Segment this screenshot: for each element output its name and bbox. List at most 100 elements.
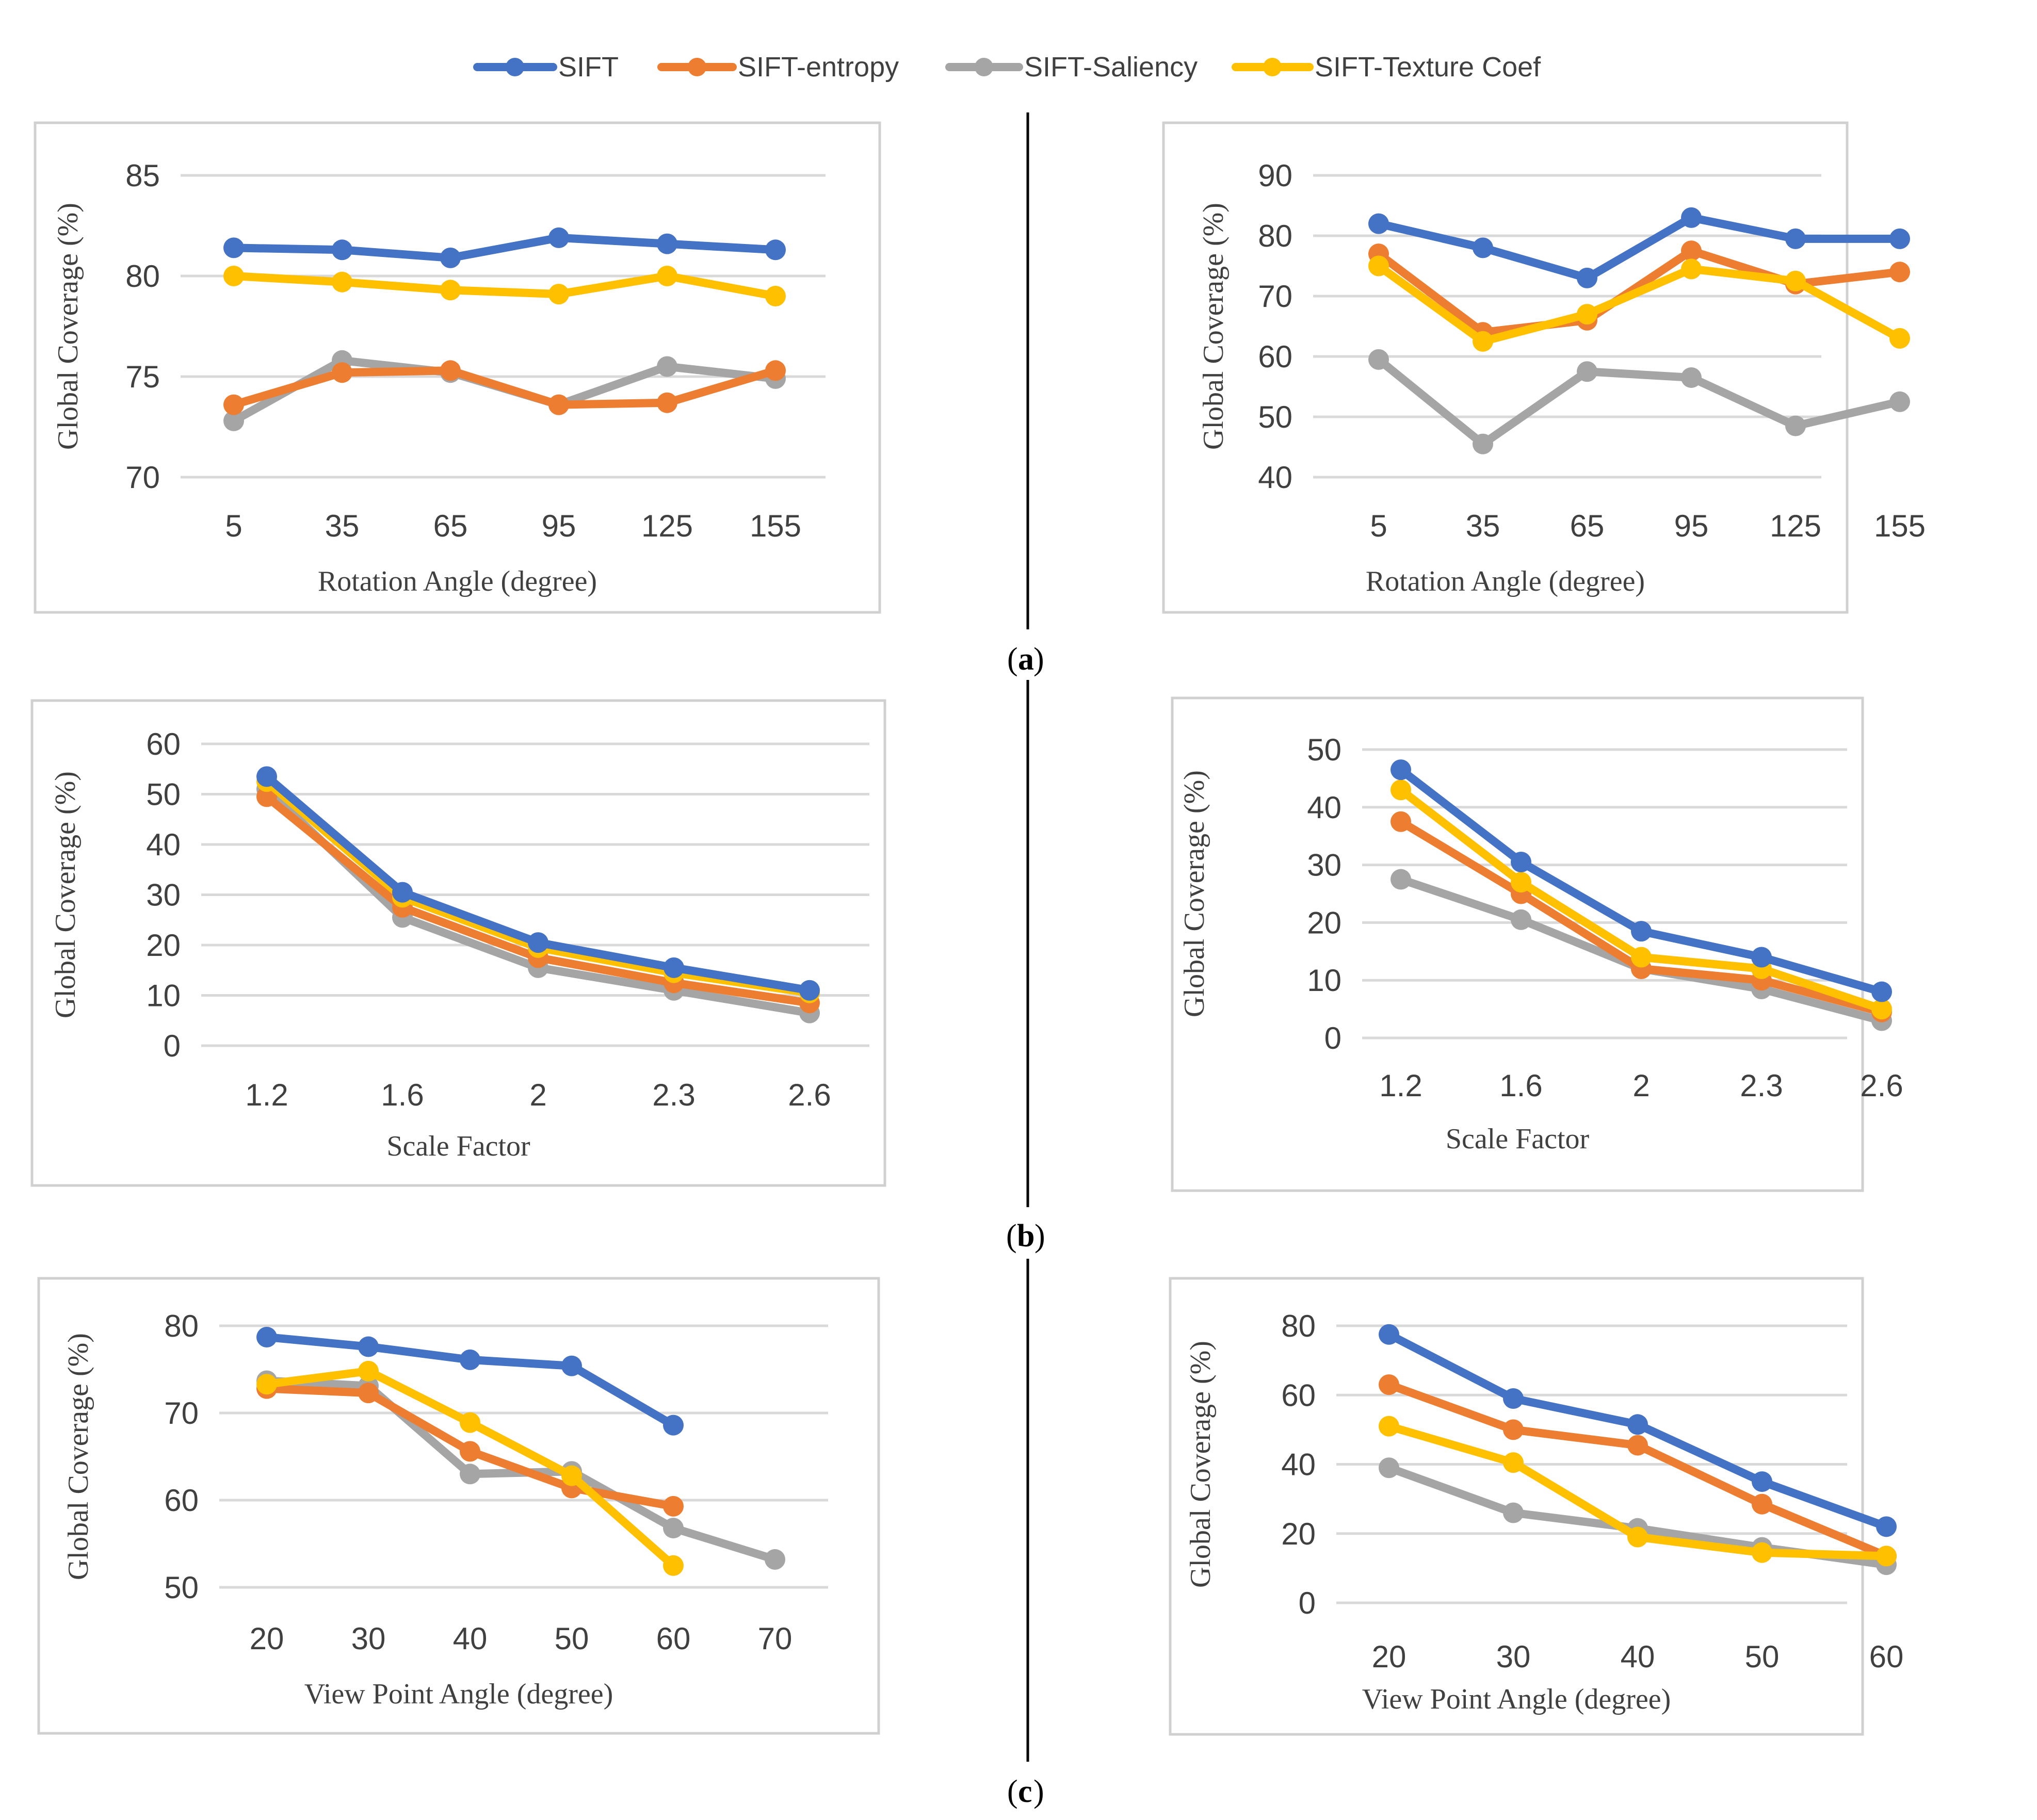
x-axis-title: Rotation Angle (degree) <box>318 565 597 597</box>
y-tick-label: 70 <box>164 1396 199 1431</box>
data-point-sift <box>1473 237 1493 258</box>
x-tick-label: 40 <box>453 1621 488 1656</box>
data-point-sift <box>1391 759 1411 781</box>
series-sift-texture-coef <box>1368 255 1910 352</box>
x-axis-title: Rotation Angle (degree) <box>1366 565 1645 597</box>
panel-label-c: ( c ) <box>1007 1774 1044 1809</box>
data-point-sift <box>223 237 244 258</box>
legend-marker-sift-entropy <box>688 58 706 76</box>
data-point-sift <box>1752 1471 1772 1492</box>
chart-frame <box>1162 121 1849 614</box>
legend-label-sift-saliency: SIFT-Saliency <box>1024 52 1198 83</box>
legend-label-sift: SIFT <box>558 52 619 83</box>
series-line-sift-texture-coef <box>230 272 780 300</box>
y-tick-label: 30 <box>1307 848 1341 883</box>
data-point-sift-texture-coef <box>440 280 461 301</box>
y-tick-label: 40 <box>1258 460 1292 495</box>
svg-text:(: ( <box>1006 1218 1017 1254</box>
x-tick-label: 1.6 <box>381 1078 424 1112</box>
data-point-sift-entropy <box>1752 1493 1772 1515</box>
y-tick-label: 80 <box>1258 219 1292 253</box>
data-point-sift <box>548 227 569 248</box>
y-tick-label: 10 <box>146 979 181 1013</box>
data-point-sift-saliency <box>460 1464 480 1485</box>
data-point-sift <box>358 1336 379 1357</box>
data-point-sift-texture-coef <box>332 271 352 293</box>
y-tick-label: 20 <box>146 928 181 963</box>
data-point-sift <box>1785 228 1806 249</box>
data-point-sift-texture-coef <box>1785 270 1806 291</box>
data-point-sift <box>1876 1516 1897 1537</box>
legend-marker-sift-saliency <box>975 58 993 76</box>
y-tick-label: 80 <box>1281 1309 1316 1343</box>
data-point-sift-entropy <box>548 394 569 415</box>
data-point-sift-entropy <box>1627 1435 1648 1456</box>
series-sift-saliency <box>1368 349 1910 454</box>
series-line-sift-entropy <box>230 366 780 409</box>
data-point-sift-entropy <box>332 362 352 383</box>
data-point-sift <box>1889 228 1910 249</box>
panel-label-a: ( a ) <box>1007 642 1044 677</box>
data-point-sift <box>1631 921 1652 942</box>
y-tick-label: 70 <box>1258 279 1292 314</box>
y-tick-label: 60 <box>164 1483 199 1518</box>
series-sift-texture-coef <box>1391 779 1892 1020</box>
y-tick-label: 60 <box>146 727 181 761</box>
data-point-sift-saliency <box>1379 1457 1399 1478</box>
data-point-sift-texture-coef <box>1473 331 1493 352</box>
data-point-sift-texture-coef <box>1752 1542 1772 1563</box>
x-tick-label: 2.6 <box>788 1078 831 1112</box>
y-axis-title: Global Coverage (%) <box>1178 770 1210 1017</box>
x-tick-label: 125 <box>1770 509 1821 543</box>
data-point-sift-texture-coef <box>1577 304 1597 325</box>
y-tick-label: 60 <box>1281 1378 1316 1412</box>
legend-entry-sift-saliency: SIFT-Saliency <box>945 52 1198 83</box>
chart-rotation-left: 70 75 80 85 5 35 65 95 125 155 Rotation Angle (deg… <box>34 121 881 614</box>
data-point-sift-entropy <box>1889 262 1910 283</box>
x-tick-label: 40 <box>1621 1639 1655 1674</box>
series-sift <box>1391 759 1892 1002</box>
data-point-sift <box>392 882 413 903</box>
y-axis-title: Global Coverage (%) <box>1198 203 1230 450</box>
y-tick-label: 30 <box>146 878 181 913</box>
data-point-sift-texture-coef <box>460 1412 480 1433</box>
data-point-sift-saliency <box>1889 391 1910 412</box>
y-tick-label: 50 <box>1258 400 1292 434</box>
y-axis-title: Global Coverage (%) <box>52 203 84 450</box>
data-point-sift <box>664 957 684 978</box>
data-point-sift <box>256 766 277 787</box>
x-tick-label: 2.6 <box>1860 1068 1903 1103</box>
data-point-sift-texture-coef <box>1889 328 1910 349</box>
y-tick-label: 50 <box>164 1570 199 1605</box>
data-point-sift <box>528 932 548 953</box>
y-tick-label: 40 <box>1307 790 1341 825</box>
series-sift <box>223 227 786 268</box>
data-point-sift-texture-coef <box>1631 947 1652 968</box>
svg-text:): ) <box>1033 642 1044 677</box>
data-point-sift-saliency <box>1503 1502 1524 1523</box>
chart-scale-right: 0 10 20 30 40 50 1.2 1.6 2 2.3 2.6 Scale Factor Glob… <box>1171 696 1903 1192</box>
data-point-sift-saliency <box>1785 415 1806 436</box>
chart-frame <box>1171 696 1864 1192</box>
data-point-sift <box>256 1326 277 1347</box>
x-tick-label: 125 <box>641 509 693 543</box>
x-tick-label: 5 <box>1370 509 1387 543</box>
data-point-sift-saliency <box>1511 909 1531 930</box>
legend-marker-sift-texture-coef <box>1263 58 1282 76</box>
data-point-sift <box>1871 981 1892 1002</box>
y-tick-label: 60 <box>1258 339 1292 374</box>
panel-label-b: ( b ) <box>1006 1218 1045 1254</box>
series-sift-texture-coef <box>256 1360 684 1576</box>
legend: SIFT SIFT-entropy SIFT-Saliency SIFT-Tex… <box>473 52 1541 83</box>
data-point-sift <box>1577 267 1597 288</box>
data-point-sift-saliency <box>663 1518 684 1539</box>
data-point-sift-entropy <box>765 360 786 381</box>
data-point-sift-entropy <box>358 1383 379 1404</box>
series-sift-texture-coef <box>1379 1416 1897 1567</box>
y-tick-label: 40 <box>146 827 181 862</box>
x-tick-label: 155 <box>750 509 801 543</box>
data-point-sift-texture-coef <box>1391 779 1411 801</box>
data-point-sift-saliency <box>223 410 244 431</box>
x-tick-label: 20 <box>1372 1639 1406 1674</box>
data-point-sift-saliency <box>1391 869 1411 890</box>
